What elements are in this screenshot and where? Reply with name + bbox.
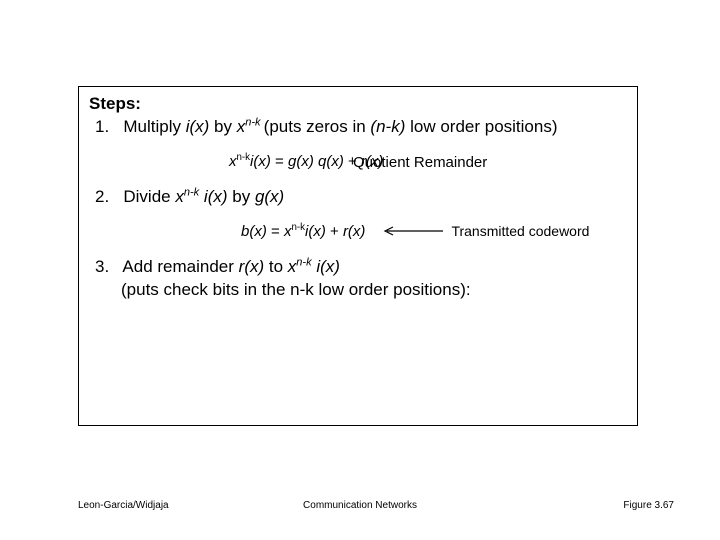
arrow-wrap: Transmitted codeword	[383, 223, 589, 239]
step-3: 3. Add remainder r(x) to xn-k i(x)	[89, 256, 627, 279]
eq2-ix: i(x)	[305, 223, 326, 240]
step1-number: 1.	[95, 117, 109, 136]
step1-ix: i(x)	[186, 117, 210, 136]
quotient-label: Quotient	[353, 154, 410, 171]
eq2-exp: n-k	[291, 222, 305, 233]
step3-x: x	[288, 257, 297, 276]
eq1-exp: n-k	[237, 152, 251, 163]
step2-number: 2.	[95, 187, 109, 206]
transmitted-codeword-label: Transmitted codeword	[451, 223, 589, 239]
eq2-eq: =	[267, 223, 284, 240]
step3-text-b: to	[264, 257, 288, 276]
step1-text-a: Multiply	[123, 117, 185, 136]
step1-exp: n-k	[245, 116, 263, 128]
quotient-remainder-labels: Quotient Remainder	[353, 154, 487, 171]
step2-ix: i(x)	[204, 187, 228, 206]
slide-footer: Leon-Garcia/Widjaja Communication Networ…	[0, 500, 720, 516]
eq1-eq: =	[271, 153, 288, 170]
step3-number: 3.	[95, 257, 109, 276]
eq1-ix: i(x)	[250, 153, 271, 170]
step-3-line2: (puts check bits in the n-k low order po…	[89, 279, 627, 302]
eq1-g: g(x) q(x)	[288, 153, 344, 170]
step-1: 1. Multiply i(x) by xn-k (puts zeros in …	[89, 116, 627, 139]
step2-x: x	[175, 187, 184, 206]
step-2: 2. Divide xn-k i(x) by g(x)	[89, 186, 627, 209]
equation-2-row: b(x) = xn-ki(x) + r(x) Transmitted codew…	[89, 223, 627, 240]
step2-exp: n-k	[184, 186, 199, 198]
steps-heading: Steps:	[89, 93, 627, 116]
eq1-x: x	[229, 153, 237, 170]
step1-text-c: (puts zeros in	[264, 117, 371, 136]
step3-rx: r(x)	[239, 257, 264, 276]
eq2-plus: +	[326, 223, 343, 240]
eq2-r: r(x)	[343, 223, 366, 240]
step3-ix: i(x)	[316, 257, 340, 276]
step1-text-d: low order positions)	[405, 117, 557, 136]
step3-exp: n-k	[296, 256, 311, 268]
step1-nk: (n-k)	[370, 117, 405, 136]
footer-right: Figure 3.67	[623, 500, 674, 511]
content-box: Steps: 1. Multiply i(x) by xn-k (puts ze…	[78, 86, 638, 426]
remainder-label: Remainder	[414, 154, 487, 171]
arrow-left-icon	[383, 226, 443, 236]
eq2-b: b(x)	[241, 223, 267, 240]
footer-center: Communication Networks	[0, 500, 720, 511]
step1-x: x	[237, 117, 246, 136]
step2-gx: g(x)	[255, 187, 284, 206]
equation-2: b(x) = xn-ki(x) + r(x)	[241, 223, 365, 240]
step2-text-b: by	[228, 187, 255, 206]
step3-text-a: Add remainder	[122, 257, 238, 276]
step2-text-a: Divide	[123, 187, 175, 206]
step1-text-b: by	[209, 117, 236, 136]
